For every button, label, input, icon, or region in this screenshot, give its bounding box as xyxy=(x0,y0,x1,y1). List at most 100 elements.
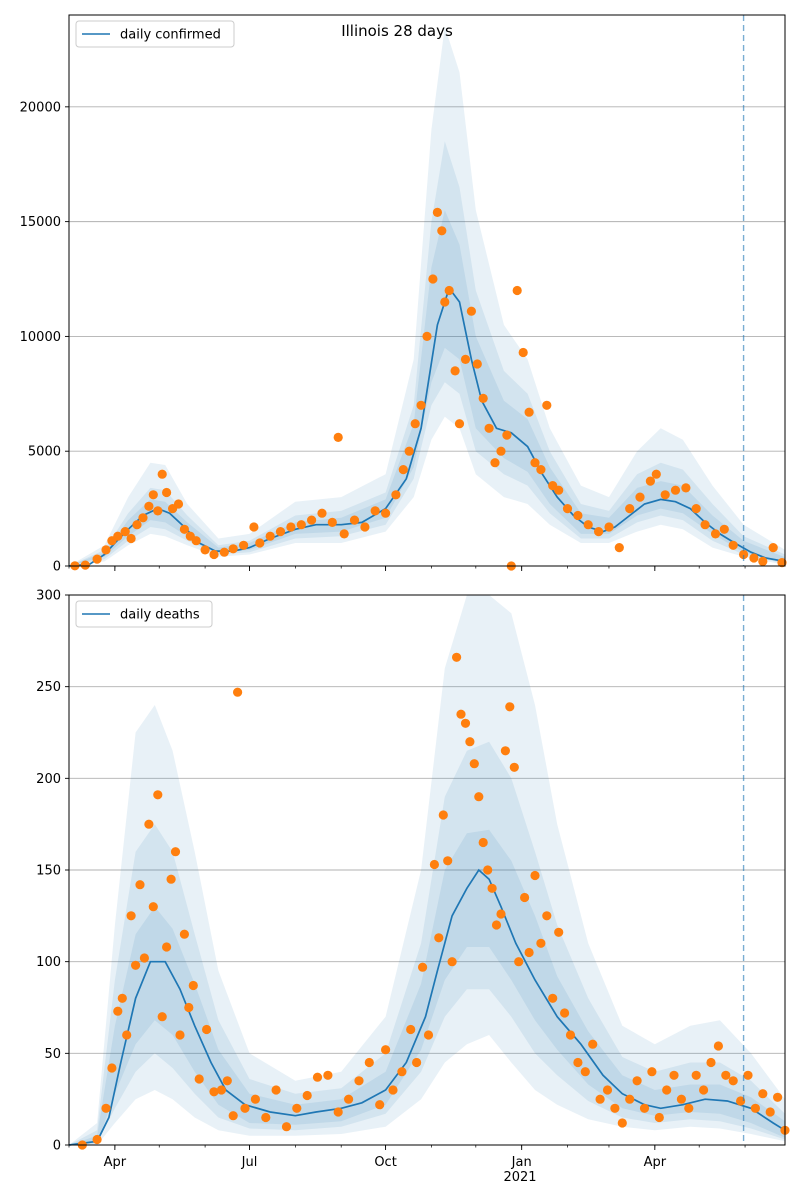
confirmed-data-point xyxy=(209,549,219,560)
confirmed-axes-frame xyxy=(68,14,786,567)
confirmed-data-point xyxy=(391,490,401,500)
deaths-legend-label: daily deaths xyxy=(120,608,200,623)
confirmed-data-point xyxy=(327,517,337,528)
confirmed-data-point xyxy=(339,529,349,539)
deaths-data-point xyxy=(500,746,510,756)
confirmed-data-point xyxy=(132,520,142,530)
deaths-band-middle xyxy=(69,741,785,1145)
confirmed-data-point xyxy=(681,483,691,493)
confirmed-data-point xyxy=(370,506,380,516)
deaths-data-point xyxy=(447,957,457,967)
confirmed-line xyxy=(68,286,786,567)
confirmed-data-point xyxy=(138,513,148,523)
deaths-y-tick-label: 300 xyxy=(36,589,61,604)
deaths-data-point xyxy=(418,962,428,972)
confirmed-data-point xyxy=(381,508,391,518)
confirmed-data-point xyxy=(466,306,476,316)
deaths-data-point xyxy=(117,993,127,1003)
deaths-data-point xyxy=(162,942,172,952)
confirmed-data-point xyxy=(157,469,167,479)
deaths-data-point xyxy=(312,1072,323,1082)
deaths-x-ticks: Apr Jul Oct Jan Apr xyxy=(68,1145,746,1170)
deaths-data-point xyxy=(202,1024,212,1035)
deaths-data-point xyxy=(364,1057,374,1068)
confirmed-data-point xyxy=(518,347,528,358)
confirmed-data-point xyxy=(307,515,317,525)
confirmed-data-point xyxy=(191,536,201,546)
deaths-data-point xyxy=(135,880,145,890)
deaths-data-point xyxy=(144,819,154,829)
confirmed-data-point xyxy=(524,407,534,417)
confirmed-data-point xyxy=(126,533,136,544)
x-tick-label: Jul xyxy=(241,1155,258,1170)
deaths-data-point xyxy=(157,1012,167,1022)
confirmed-y-tick-label: 15000 xyxy=(20,215,61,230)
figure-title: Illinois 28 days xyxy=(341,22,453,40)
confirmed-panel: 0 5000 10000 15000 20000 daily confirmed Ill… xyxy=(20,14,787,575)
deaths-data-point xyxy=(271,1085,281,1095)
confirmed-data-point xyxy=(286,522,296,532)
confirmed-legend: daily confirmed xyxy=(75,20,235,48)
deaths-data-point xyxy=(292,1103,302,1113)
deaths-data-point xyxy=(721,1070,731,1080)
confirmed-data-point xyxy=(739,549,749,560)
confirmed-data-point xyxy=(635,492,645,502)
deaths-data-point xyxy=(639,1103,650,1113)
deaths-data-point xyxy=(107,1063,117,1073)
confirmed-data-point xyxy=(200,545,210,555)
deaths-data-point xyxy=(381,1045,391,1055)
deaths-data-point xyxy=(412,1057,422,1068)
deaths-data-point xyxy=(496,909,506,919)
confirmed-data-point xyxy=(219,547,229,557)
confirmed-y-tick-label: 10000 xyxy=(20,330,61,345)
confirmed-data-point xyxy=(710,529,721,539)
deaths-data-point xyxy=(773,1092,783,1102)
deaths-y-tick-label: 0 xyxy=(53,1139,61,1154)
deaths-data-point xyxy=(228,1111,238,1121)
deaths-data-point xyxy=(509,762,519,772)
deaths-data-point xyxy=(520,892,530,903)
deaths-data-point xyxy=(233,687,243,697)
confirmed-data-point xyxy=(144,501,154,511)
deaths-data-point xyxy=(505,702,515,712)
confirmed-data-point xyxy=(179,524,189,534)
confirmed-data-point xyxy=(92,554,102,564)
deaths-y-tick-label: 200 xyxy=(36,772,61,787)
deaths-data-point xyxy=(281,1122,292,1132)
confirmed-data-point xyxy=(554,485,564,495)
deaths-data-point xyxy=(443,856,453,866)
deaths-legend: daily deaths xyxy=(75,600,213,628)
confirmed-y-tick-label: 0 xyxy=(53,560,61,575)
confirmed-band-outer xyxy=(69,26,785,566)
confirmed-y-ticks: 0 5000 10000 15000 20000 xyxy=(20,100,69,575)
confirmed-data-point xyxy=(444,285,454,296)
confirmed-data-point xyxy=(432,207,442,217)
x-tick-label: Jan xyxy=(511,1155,532,1170)
deaths-data-point xyxy=(344,1094,354,1104)
deaths-y-tick-label: 50 xyxy=(44,1047,61,1062)
deaths-data-point xyxy=(240,1103,250,1113)
deaths-data-point xyxy=(530,870,540,881)
deaths-data-point xyxy=(491,920,502,930)
deaths-data-point xyxy=(669,1070,679,1080)
confirmed-data-point xyxy=(490,458,500,468)
confirmed-data-point xyxy=(749,553,759,563)
deaths-data-point xyxy=(654,1112,664,1123)
deaths-data-point xyxy=(179,929,189,939)
deaths-data-point xyxy=(354,1076,364,1086)
deaths-data-point xyxy=(465,737,475,747)
deaths-data-point xyxy=(469,759,479,769)
confirmed-data-point xyxy=(450,366,460,376)
deaths-data-point xyxy=(573,1057,583,1068)
deaths-data-point xyxy=(126,911,136,921)
deaths-data-point xyxy=(397,1067,407,1077)
deaths-data-point xyxy=(101,1103,111,1113)
deaths-y-tick-label: 100 xyxy=(36,955,61,970)
deaths-panel: 0 50 100 150 200 250 300 Apr Jul Oct Jan Apr daily… xyxy=(36,589,790,1185)
deaths-data-point xyxy=(713,1041,724,1051)
confirmed-data-point xyxy=(162,487,172,498)
confirmed-data-point xyxy=(691,504,701,514)
deaths-data-point xyxy=(758,1089,768,1099)
confirmed-data-point xyxy=(228,544,238,554)
deaths-data-point xyxy=(483,865,493,875)
